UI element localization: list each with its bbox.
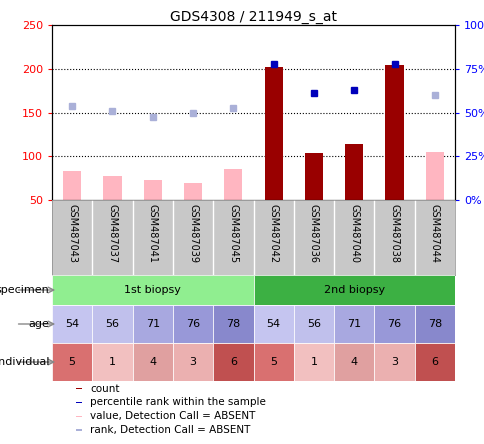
Text: 54: 54: [266, 319, 280, 329]
Text: 56: 56: [306, 319, 320, 329]
Bar: [333, 343, 374, 381]
Text: 76: 76: [387, 319, 401, 329]
Text: 1: 1: [109, 357, 116, 367]
Text: 3: 3: [390, 357, 397, 367]
Bar: [143, 180, 162, 200]
Bar: [385, 65, 403, 200]
Bar: [52, 305, 92, 343]
Bar: [293, 343, 333, 381]
Bar: [172, 305, 213, 343]
Text: GSM487039: GSM487039: [188, 204, 197, 263]
Text: GSM487043: GSM487043: [67, 204, 77, 263]
Text: 6: 6: [430, 357, 438, 367]
Text: 2nd biopsy: 2nd biopsy: [323, 285, 384, 295]
Bar: [132, 305, 172, 343]
Text: rank, Detection Call = ABSENT: rank, Detection Call = ABSENT: [90, 425, 250, 435]
Bar: [76, 388, 82, 389]
Bar: [374, 305, 414, 343]
Text: 3: 3: [189, 357, 196, 367]
Bar: [253, 343, 293, 381]
Text: 5: 5: [69, 357, 76, 367]
Text: 71: 71: [145, 319, 160, 329]
Text: age: age: [29, 319, 49, 329]
Text: specimen: specimen: [0, 285, 49, 295]
Bar: [92, 343, 132, 381]
Bar: [183, 182, 202, 200]
Text: count: count: [90, 384, 119, 393]
Bar: [76, 402, 82, 403]
Text: GSM487037: GSM487037: [107, 204, 117, 263]
Bar: [293, 305, 333, 343]
Bar: [52, 275, 253, 305]
Text: 54: 54: [65, 319, 79, 329]
Text: 4: 4: [149, 357, 156, 367]
Text: 78: 78: [427, 319, 441, 329]
Text: GSM487040: GSM487040: [348, 204, 359, 263]
Bar: [333, 305, 374, 343]
Bar: [172, 343, 213, 381]
Text: value, Detection Call = ABSENT: value, Detection Call = ABSENT: [90, 412, 255, 421]
Bar: [76, 429, 82, 431]
Bar: [253, 305, 293, 343]
Text: GSM487045: GSM487045: [228, 204, 238, 263]
Bar: [304, 153, 322, 200]
Text: GSM487038: GSM487038: [389, 204, 399, 263]
Text: individual: individual: [0, 357, 49, 367]
Bar: [132, 343, 172, 381]
Bar: [224, 169, 242, 200]
Bar: [213, 343, 253, 381]
Text: GSM487041: GSM487041: [148, 204, 157, 263]
Bar: [425, 152, 443, 200]
Text: 76: 76: [185, 319, 200, 329]
Bar: [103, 175, 121, 200]
Text: 1: 1: [310, 357, 317, 367]
Text: 78: 78: [226, 319, 240, 329]
Bar: [264, 67, 282, 200]
Bar: [253, 275, 454, 305]
Text: 56: 56: [105, 319, 119, 329]
Bar: [92, 305, 132, 343]
Bar: [414, 343, 454, 381]
Bar: [76, 416, 82, 417]
Bar: [414, 305, 454, 343]
Text: percentile rank within the sample: percentile rank within the sample: [90, 397, 265, 408]
Text: 71: 71: [347, 319, 361, 329]
Text: 5: 5: [270, 357, 276, 367]
Text: GSM487042: GSM487042: [268, 204, 278, 263]
Bar: [374, 343, 414, 381]
Bar: [213, 305, 253, 343]
Text: GSM487044: GSM487044: [429, 204, 439, 263]
Text: 4: 4: [350, 357, 357, 367]
Text: GSM487036: GSM487036: [308, 204, 318, 263]
Bar: [52, 343, 92, 381]
Bar: [345, 144, 363, 200]
Text: 1st biopsy: 1st biopsy: [124, 285, 181, 295]
Title: GDS4308 / 211949_s_at: GDS4308 / 211949_s_at: [170, 10, 336, 24]
Text: 6: 6: [229, 357, 236, 367]
Bar: [63, 171, 81, 200]
